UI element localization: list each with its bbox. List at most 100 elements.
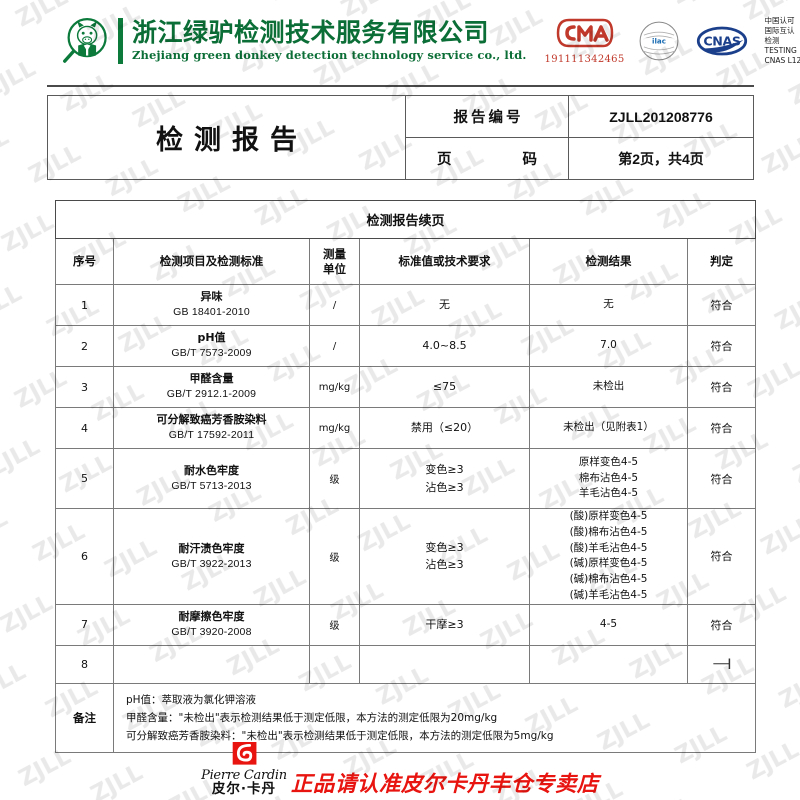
row-verdict: 符合 (686, 603, 757, 646)
pierre-cardin-cn: 皮尔·卡丹 (211, 781, 277, 798)
unit-header-line2: 单位 (323, 261, 346, 276)
row-item: pH值 GB/T 7573-2009 (113, 325, 310, 367)
row-standard-value: 禁用（≤20） (359, 407, 530, 449)
row-verdict: 符合 (686, 407, 757, 449)
cnas-accreditation-text: 中国认可 国际互认 检测 TESTING CNAS L12590 (764, 16, 800, 65)
page-number-value: 第2页，共4页 (568, 137, 754, 180)
row-no: 4 (55, 407, 114, 449)
table-row: 1 异味 GB 18401-2010 / 无 无 符合 (55, 284, 757, 326)
row-no: 1 (55, 284, 114, 326)
column-header-standard: 标准值或技术要求 (359, 238, 530, 285)
table-row: 4 可分解致癌芳香胺染料 GB/T 17592-2011 mg/kg 禁用（≤2… (55, 407, 757, 449)
cma-certification: 191111342465 (545, 17, 625, 65)
remark-line: 甲醛含量："未检出"表示检测结果低于测定低限，本方法的测定低限为20mg/kg (126, 711, 498, 724)
row-item-name: pH值 (197, 331, 226, 345)
row-no: 6 (55, 508, 114, 605)
row-item-name: 耐水色牢度 (184, 463, 239, 477)
row-unit: 级 (309, 603, 360, 646)
logo-divider-bar (118, 18, 123, 64)
ilac-mra-icon: ilac (640, 21, 679, 61)
table-row: 3 甲醛含量 GB/T 2912.1-2009 mg/kg ≤75 未检出 符合 (55, 366, 757, 408)
cnas-line-3: 检测 (764, 36, 780, 46)
row-standard-value (359, 644, 530, 684)
row-no: 7 (55, 603, 114, 646)
row-standard-value: 变色≥3 沾色≥3 (359, 448, 530, 509)
row-unit: / (309, 325, 360, 367)
row-standard-value: ≤75 (359, 366, 530, 408)
row-result (529, 644, 688, 684)
row-item-name: 甲醛含量 (189, 372, 234, 386)
table-row: 6 耐汗渍色牢度 GB/T 3922-2013 级 变色≥3 沾色≥3 (酸)原样… (55, 508, 757, 605)
row-item: 耐水色牢度 GB/T 5713-2013 (113, 448, 310, 509)
document-header: 浙江绿驴检测技术服务有限公司 Zhejiang green donkey det… (0, 0, 800, 82)
verdict-dash-mark: ⊣ (711, 655, 733, 673)
table-row: 2 pH值 GB/T 7573-2009 / 4.0~8.5 7.0 符合 (55, 325, 757, 367)
row-verdict: 符合 (686, 325, 757, 367)
donkey-magnifier-icon (63, 18, 107, 63)
pierre-cardin-mark-icon (232, 742, 257, 766)
row-item-standard: GB/T 3922-2013 (171, 557, 252, 570)
table-subtitle: 检测报告续页 (54, 200, 757, 239)
table-subtitle-row: 检测报告续页 (54, 200, 757, 239)
page-title: 检测报告 (47, 95, 406, 180)
row-item-standard: GB/T 17592-2011 (168, 429, 255, 442)
row-verdict: 符合 (686, 508, 757, 605)
row-no: 8 (55, 644, 114, 684)
pierre-cardin-logo: Pierre Cardin 皮尔·卡丹 (201, 742, 287, 798)
table-row: 8 ⊣ (55, 644, 757, 684)
company-name-en: Zhejiang green donkey detection technolo… (132, 48, 527, 63)
cnas-line-4: TESTING (764, 45, 797, 55)
footer-brand-bar: Pierre Cardin 皮尔·卡丹 正品请认准皮尔卡丹丰仓专卖店 (0, 742, 800, 798)
column-header-result: 检测结果 (529, 238, 688, 285)
row-item: 可分解致癌芳香胺染料 GB/T 17592-2011 (113, 407, 310, 449)
row-item: 异味 GB 18401-2010 (113, 284, 310, 326)
report-number-value: ZJLL201208776 (568, 95, 754, 138)
report-title-table: 检测报告 报告编号 ZJLL201208776 页 码 第2页，共4页 (47, 95, 754, 180)
row-no: 3 (55, 366, 114, 408)
cnas-line-5: CNAS L12590 (764, 55, 800, 65)
svg-text:ilac: ilac (653, 37, 667, 46)
row-unit: 级 (309, 448, 360, 509)
row-item-standard: GB/T 3920-2008 (171, 625, 252, 638)
row-item-standard: GB 18401-2010 (173, 306, 250, 319)
row-item-standard: GB/T 2912.1-2009 (166, 388, 257, 401)
row-result: 7.0 (529, 325, 688, 367)
report-number-label: 报告编号 (405, 95, 569, 138)
row-result: (酸)原样变色4-5 (酸)棉布沾色4-5 (酸)羊毛沾色4-5 (碱)原样变色4-5… (529, 508, 688, 605)
unit-header-line1: 测量 (323, 247, 346, 262)
test-results-table: 检测报告续页 序号 检测项目及检测标准 测量 单位 标准值或技术要求 检测结果 … (54, 200, 757, 753)
row-verdict: 符合 (686, 284, 757, 326)
certification-logos: 191111342465 ilac CNAS 中国认可 国际互认 检 (545, 16, 800, 65)
footer-slogan: 正品请认准皮尔卡丹丰仓专卖店 (290, 771, 599, 797)
row-result: 原样变色4-5 棉布沾色4-5 羊毛沾色4-5 (529, 448, 688, 509)
row-standard-value: 变色≥3 沾色≥3 (359, 508, 530, 605)
table-row: 5 耐水色牢度 GB/T 5713-2013 级 变色≥3 沾色≥3 原样变色4-… (55, 448, 757, 509)
row-verdict: 符合 (686, 448, 757, 509)
row-result: 无 (529, 284, 688, 326)
company-name-cn: 浙江绿驴检测技术服务有限公司 (132, 18, 490, 48)
cnas-icon: CNAS (697, 26, 748, 56)
row-unit: mg/kg (309, 366, 360, 408)
cma-number: 191111342465 (544, 53, 625, 65)
table-header-row: 序号 检测项目及检测标准 测量 单位 标准值或技术要求 检测结果 判定 (55, 238, 757, 285)
row-item: 耐摩擦色牢度 GB/T 3920-2008 (113, 603, 310, 646)
row-item-name: 可分解致癌芳香胺染料 (156, 413, 267, 427)
page-number-label: 页 码 (405, 137, 569, 180)
company-names: 浙江绿驴检测技术服务有限公司 Zhejiang green donkey det… (132, 20, 527, 62)
row-no: 2 (55, 325, 114, 367)
row-standard-value: 无 (359, 284, 530, 326)
row-item (113, 644, 310, 684)
row-unit: / (309, 284, 360, 326)
row-result: 未检出 (529, 366, 688, 408)
cnas-line-2: 国际互认 (764, 26, 795, 36)
row-item-name: 耐汗渍色牢度 (178, 541, 245, 555)
column-header-item: 检测项目及检测标准 (113, 238, 310, 285)
row-unit (309, 644, 360, 684)
column-header-verdict: 判定 (686, 238, 757, 285)
row-item-standard: GB/T 5713-2013 (171, 479, 252, 492)
row-result: 未检出（见附表1） (529, 407, 688, 449)
row-item: 耐汗渍色牢度 GB/T 3922-2013 (113, 508, 310, 605)
row-no: 5 (55, 448, 114, 509)
table-row: 7 耐摩擦色牢度 GB/T 3920-2008 级 干摩≥3 4-5 符合 (55, 603, 757, 646)
column-header-no: 序号 (55, 238, 114, 285)
